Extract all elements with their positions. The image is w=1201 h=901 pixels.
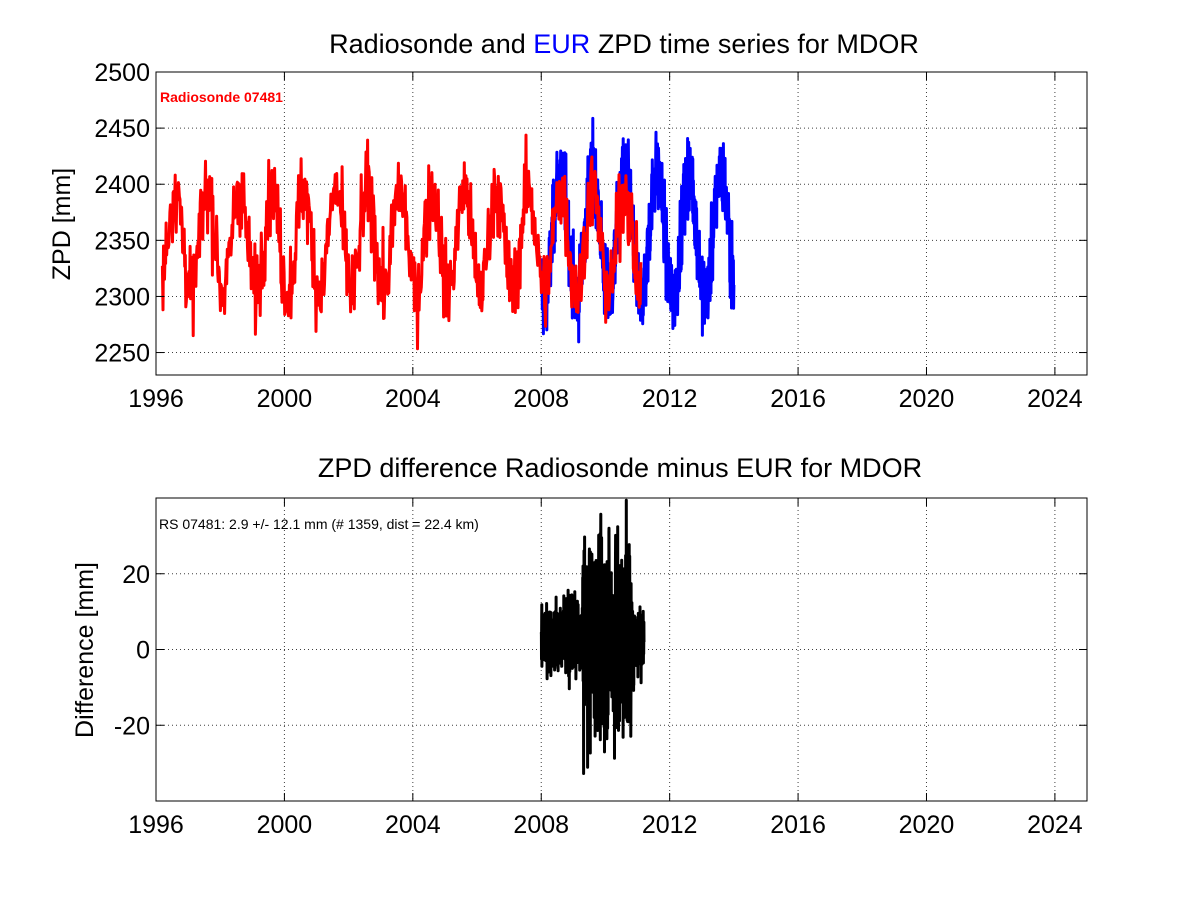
- zpd-time-series-panel: 1996 2000 2004 2008 2012 2016 2020 2024 2250 2300…: [48, 29, 1088, 413]
- x-tick-label: 1996: [128, 811, 184, 839]
- y-tick-label: -20: [114, 712, 150, 740]
- y-axis-label: Difference [mm]: [71, 562, 99, 738]
- title-part-eur: EUR: [533, 29, 590, 59]
- x-tick-label: 2020: [899, 385, 955, 413]
- series-line-1: [539, 498, 646, 775]
- y-tick-label: 0: [136, 637, 150, 665]
- x-tick-label: 2016: [770, 811, 826, 839]
- x-tick-label: 2024: [1027, 811, 1083, 839]
- axis-ticks: 1996 2000 2004 2008 2012 2016 2020 2024 2250 2300…: [94, 59, 1087, 413]
- x-tick-label: 2004: [385, 385, 441, 413]
- plot-frame: [155, 71, 1088, 376]
- y-tick-label: 20: [122, 561, 150, 589]
- annotation-statistics: RS 07481: 2.9 +/- 12.1 mm (# 1359, dist …: [159, 516, 479, 532]
- zpd-difference-panel: 1996 2000 2004 2008 2012 2016 2020 2024 -20 0 20 Z…: [71, 453, 1088, 839]
- series-lines: [160, 116, 736, 351]
- x-tick-label: 2000: [257, 811, 313, 839]
- chart-title: Radiosonde and EUR ZPD time series for M…: [329, 29, 919, 59]
- y-tick-label: 2300: [94, 283, 150, 311]
- x-tick-label: 2016: [770, 385, 826, 413]
- series-line-2: [160, 133, 643, 351]
- title-part-1: Radiosonde and: [329, 29, 533, 59]
- series-lines: [539, 498, 646, 775]
- x-tick-label: 2008: [513, 811, 569, 839]
- x-tick-label: 1996: [128, 385, 184, 413]
- title-part-3: ZPD time series for MDOR: [590, 29, 919, 59]
- axis-ticks: 1996 2000 2004 2008 2012 2016 2020 2024 -20 0 20: [114, 498, 1087, 839]
- x-tick-label: 2012: [642, 385, 698, 413]
- x-tick-label: 2004: [385, 811, 441, 839]
- y-tick-label: 2450: [94, 115, 150, 143]
- y-tick-label: 2350: [94, 227, 150, 255]
- annotation-radiosonde: Radiosonde 07481: [160, 89, 283, 105]
- y-axis-label: ZPD [mm]: [48, 168, 76, 281]
- chart-title: ZPD difference Radiosonde minus EUR for …: [318, 453, 922, 483]
- y-tick-label: 2400: [94, 171, 150, 199]
- x-tick-label: 2000: [257, 385, 313, 413]
- x-tick-label: 2024: [1027, 385, 1083, 413]
- x-tick-label: 2020: [899, 811, 955, 839]
- y-tick-label: 2500: [94, 59, 150, 87]
- x-tick-label: 2012: [642, 811, 698, 839]
- y-tick-label: 2250: [94, 340, 150, 368]
- x-tick-label: 2008: [513, 385, 569, 413]
